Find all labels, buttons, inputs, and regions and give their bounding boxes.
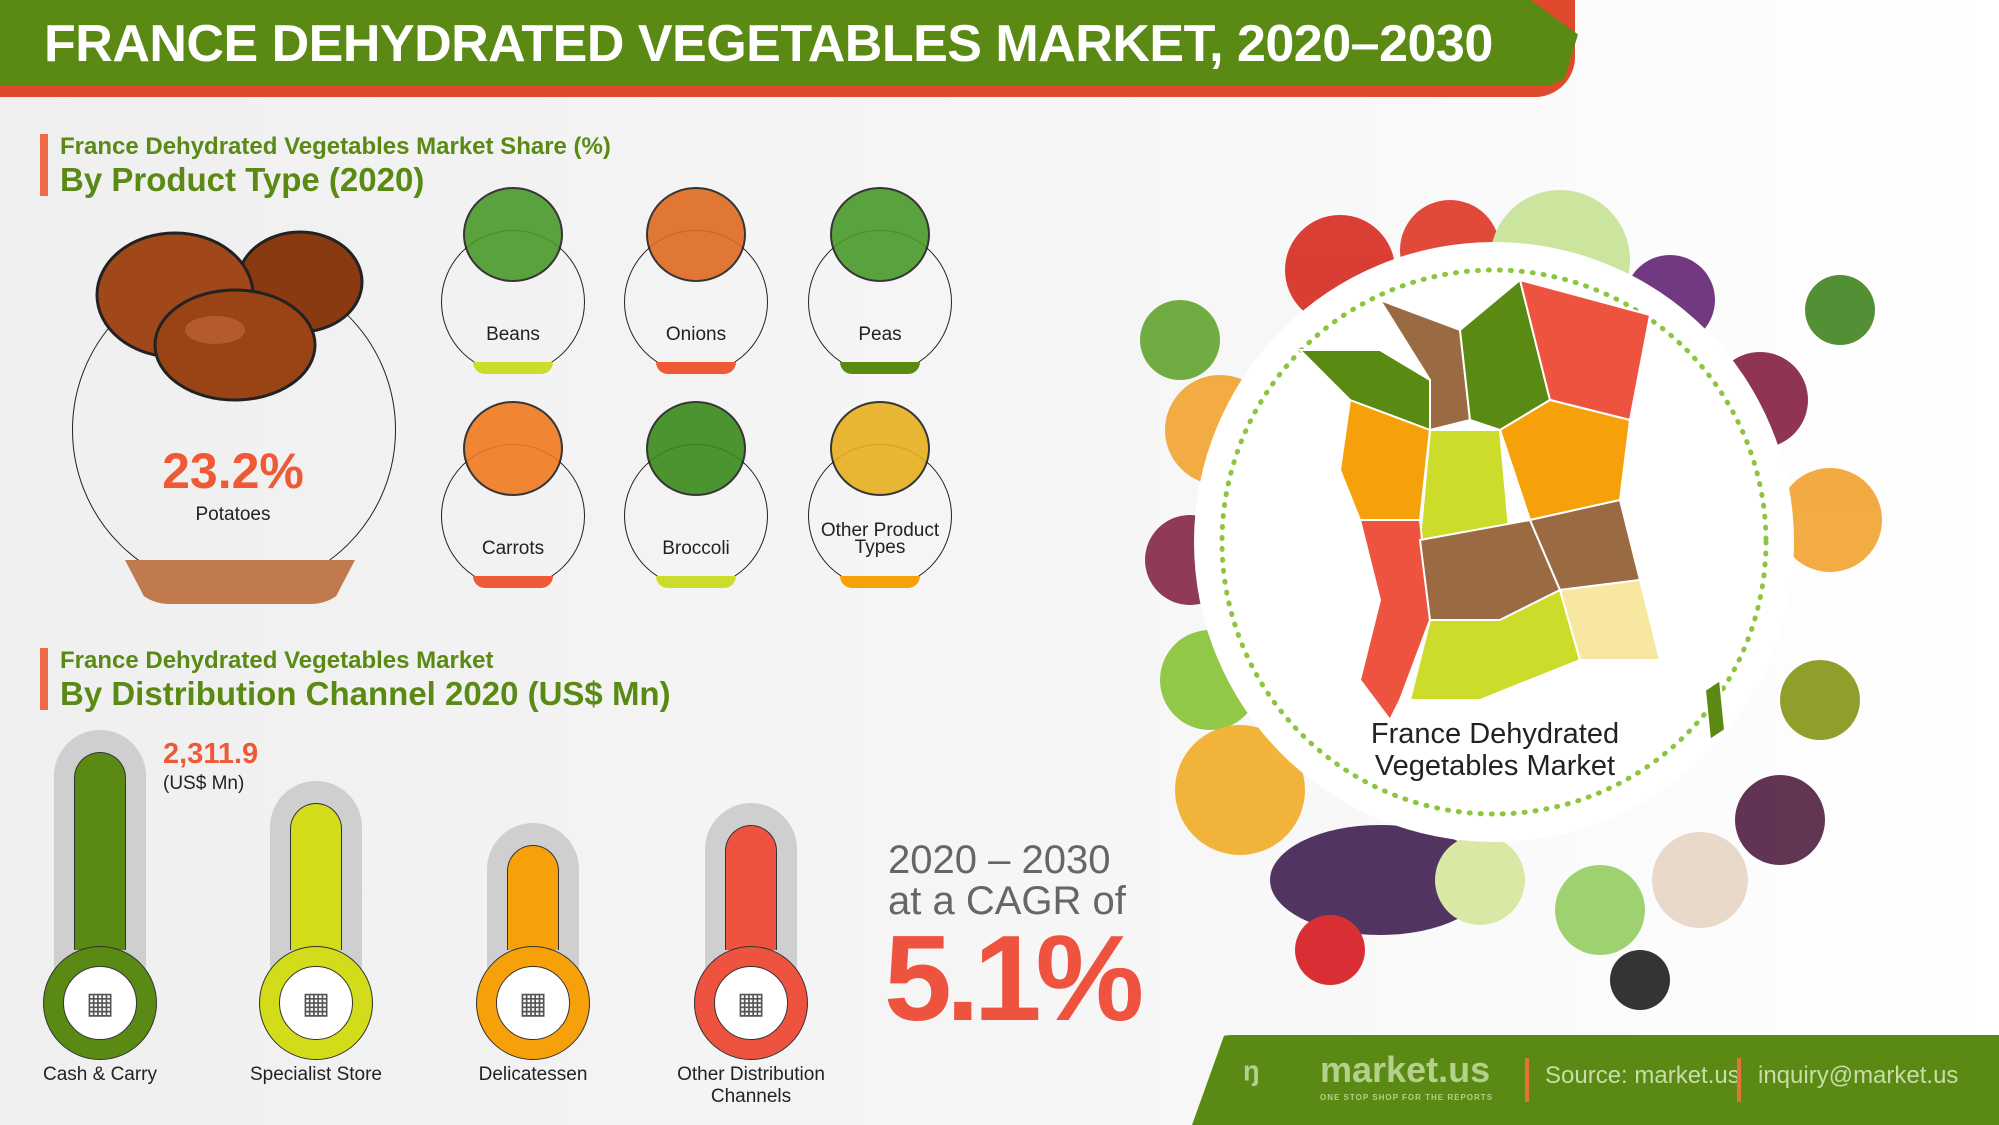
section-accent-bar	[40, 648, 48, 710]
top-channel-value: 2,311.9	[163, 738, 259, 770]
thermometer-bulb: ▦	[476, 946, 590, 1060]
potatoes-share-arc	[125, 560, 355, 604]
section-accent-bar	[40, 134, 48, 196]
france-map	[1297, 278, 1727, 742]
product-share-arc	[473, 362, 553, 374]
product-label: Peas	[858, 324, 902, 345]
channel-label: Specialist Store	[249, 1064, 382, 1085]
product-label: Carrots	[481, 538, 545, 559]
carrot-icon	[463, 401, 563, 496]
product-label: Onions	[665, 324, 727, 345]
grocery-icon: ▦	[714, 966, 788, 1040]
top-channel-unit: (US$ Mn)	[163, 773, 245, 794]
section-title: By Distribution Channel 2020 (US$ Mn)	[60, 675, 671, 712]
corn-icon	[830, 401, 930, 496]
cagr-value: 5.1%	[884, 910, 1144, 1046]
shop-icon: ▦	[496, 966, 570, 1040]
store-icon: ▦	[279, 966, 353, 1040]
product-share-arc	[656, 362, 736, 374]
map-caption-line1: France Dehydrated	[1370, 718, 1620, 750]
channel-label: Cash & Carry	[42, 1064, 158, 1085]
section-subtitle: France Dehydrated Vegetables Market Shar…	[60, 133, 611, 160]
thermometer-bulb: ▦	[259, 946, 373, 1060]
potato-icon	[95, 230, 364, 402]
map-caption: France Dehydrated Vegetables Market	[1300, 718, 1690, 782]
product-label: Beans	[486, 324, 540, 345]
footer-source: Source: market.us	[1545, 1062, 1740, 1089]
wallet-icon: ▦	[63, 966, 137, 1040]
section-title: By Product Type (2020)	[60, 161, 425, 198]
thermometer-bulb: ▦	[694, 946, 808, 1060]
header-banner	[0, 0, 1578, 86]
footer-divider	[1737, 1058, 1741, 1102]
product-share-arc	[656, 576, 736, 588]
potatoes-label: Potatoes	[195, 504, 271, 525]
footer-tagline: ONE STOP SHOP FOR THE REPORTS	[1320, 1093, 1494, 1102]
cagr-label: at a CAGR of	[888, 879, 1126, 923]
footer-bar	[1192, 1035, 1999, 1125]
thermometer-fill	[507, 845, 559, 950]
product-label: Broccoli	[662, 538, 730, 559]
onion-icon	[646, 187, 746, 282]
footer-divider	[1525, 1058, 1529, 1102]
product-share-arc	[840, 362, 920, 374]
beans-icon	[463, 187, 563, 282]
product-share-arc	[473, 576, 553, 588]
map-caption-line2: Vegetables Market	[1374, 750, 1616, 782]
product-label: Other Product Types	[820, 520, 940, 558]
marketus-logo-icon: ᵑ	[1244, 1055, 1259, 1099]
product-share-arc	[840, 576, 920, 588]
footer-brand: market.us	[1320, 1049, 1491, 1090]
thermometer-fill	[725, 825, 777, 950]
peas-icon	[830, 187, 930, 282]
page-title: FRANCE DEHYDRATED VEGETABLES MARKET, 202…	[44, 15, 1493, 73]
vegetables-wreath-illustration	[1140, 190, 1882, 1010]
thermometer-bulb: ▦	[43, 946, 157, 1060]
channel-label: Delicatessen	[478, 1064, 588, 1085]
thermometer-fill	[74, 752, 126, 950]
broccoli-icon	[646, 401, 746, 496]
section-subtitle: France Dehydrated Vegetables Market	[60, 647, 494, 674]
thermometer-fill	[290, 803, 342, 950]
footer-email[interactable]: inquiry@market.us	[1758, 1062, 1959, 1089]
potatoes-share-value: 23.2%	[162, 443, 304, 499]
channel-label: Other Distribution Channels	[677, 1064, 825, 1107]
cagr-period: 2020 – 2030	[888, 838, 1111, 882]
